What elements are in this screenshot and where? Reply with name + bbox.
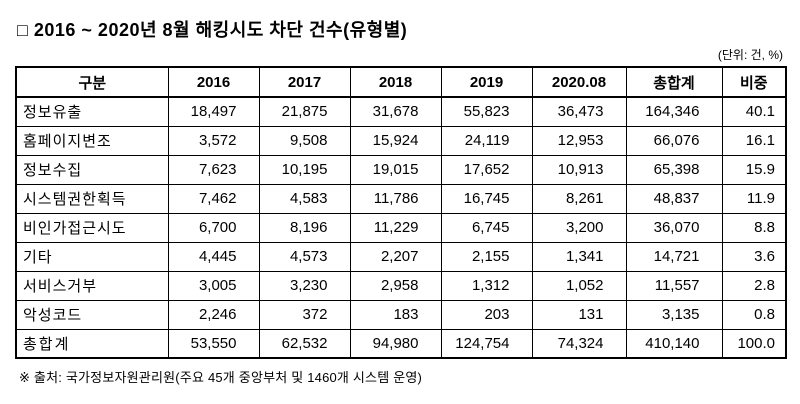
cell-value: 62,532 — [258, 328, 351, 359]
cell-value: 2,207 — [349, 241, 442, 272]
cell-value: 8,261 — [531, 183, 627, 214]
table-row: 정보유출 18,497 21,875 31,678 55,823 36,473 164,34… — [15, 96, 787, 127]
row-label: 시스템권한획득 — [15, 183, 169, 214]
cell-value: 124,754 — [440, 328, 533, 359]
cell-value: 15.9 — [721, 154, 787, 185]
table-row: 서비스거부 3,005 3,230 2,958 1,312 1,052 11,557 2.8 — [15, 270, 787, 301]
cell-value: 183 — [349, 299, 442, 330]
cell-value: 53,550 — [167, 328, 260, 359]
cell-value: 16.1 — [721, 125, 787, 156]
cell-value: 2,958 — [349, 270, 442, 301]
cell-value: 14,721 — [625, 241, 723, 272]
row-label: 서비스거부 — [15, 270, 169, 301]
cell-value: 19,015 — [349, 154, 442, 185]
cell-value: 6,700 — [167, 212, 260, 243]
column-header: 2020.08 — [531, 66, 627, 98]
table-row: 정보수집 7,623 10,195 19,015 17,652 10,913 65,398 1… — [15, 154, 787, 185]
cell-value: 3,572 — [167, 125, 260, 156]
column-header: 2019 — [440, 66, 533, 98]
cell-value: 40.1 — [721, 96, 787, 127]
cell-value: 372 — [258, 299, 351, 330]
cell-value: 100.0 — [721, 328, 787, 359]
table-row: 악성코드 2,246 372 183 203 131 3,135 0.8 — [15, 299, 787, 330]
cell-value: 2.8 — [721, 270, 787, 301]
cell-value: 3,230 — [258, 270, 351, 301]
source-note: ※ 출처: 국가정보자원관리원(주요 45개 중앙부처 및 1460개 시스템 … — [19, 370, 423, 385]
cell-value: 66,076 — [625, 125, 723, 156]
column-header: 2017 — [258, 66, 351, 98]
header-row: 구분 2016 2017 2018 2019 2020.08 총합계 비중 — [15, 66, 787, 98]
column-header: 구분 — [15, 66, 169, 98]
cell-value: 3,200 — [531, 212, 627, 243]
cell-value: 7,462 — [167, 183, 260, 214]
document-page: □ 2016 ~ 2020년 8월 해킹시도 차단 건수(유형별) (단위: 건… — [15, 20, 787, 385]
column-header: 2018 — [349, 66, 442, 98]
table-row: 홈페이지변조 3,572 9,508 15,924 24,119 12,953 66,076… — [15, 125, 787, 156]
cell-value: 74,324 — [531, 328, 627, 359]
cell-value: 4,445 — [167, 241, 260, 272]
row-label: 총합계 — [15, 328, 169, 359]
stats-table: 구분 2016 2017 2018 2019 2020.08 총합계 비중 정보유출 18,49… — [15, 66, 787, 359]
row-label: 악성코드 — [15, 299, 169, 330]
cell-value: 48,837 — [625, 183, 723, 214]
cell-value: 410,140 — [625, 328, 723, 359]
cell-value: 10,195 — [258, 154, 351, 185]
cell-value: 0.8 — [721, 299, 787, 330]
cell-value: 11,786 — [349, 183, 442, 214]
cell-value: 24,119 — [440, 125, 533, 156]
page-title: □ 2016 ~ 2020년 8월 해킹시도 차단 건수(유형별) — [17, 20, 408, 40]
cell-value: 164,346 — [625, 96, 723, 127]
cell-value: 16,745 — [440, 183, 533, 214]
cell-value: 2,246 — [167, 299, 260, 330]
column-header: 비중 — [721, 66, 787, 98]
cell-value: 65,398 — [625, 154, 723, 185]
cell-value: 7,623 — [167, 154, 260, 185]
cell-value: 31,678 — [349, 96, 442, 127]
cell-value: 8,196 — [258, 212, 351, 243]
cell-value: 12,953 — [531, 125, 627, 156]
cell-value: 9,508 — [258, 125, 351, 156]
row-label: 비인가접근시도 — [15, 212, 169, 243]
column-header: 총합계 — [625, 66, 723, 98]
cell-value: 1,341 — [531, 241, 627, 272]
cell-value: 11,229 — [349, 212, 442, 243]
cell-value: 11,557 — [625, 270, 723, 301]
row-label: 기타 — [15, 241, 169, 272]
cell-value: 36,473 — [531, 96, 627, 127]
cell-value: 4,583 — [258, 183, 351, 214]
column-header: 2016 — [167, 66, 260, 98]
cell-value: 94,980 — [349, 328, 442, 359]
table-body: 정보유출 18,497 21,875 31,678 55,823 36,473 164,34… — [15, 96, 787, 359]
cell-value: 3,005 — [167, 270, 260, 301]
cell-value: 6,745 — [440, 212, 533, 243]
cell-value: 131 — [531, 299, 627, 330]
cell-value: 2,155 — [440, 241, 533, 272]
cell-value: 3,135 — [625, 299, 723, 330]
cell-value: 55,823 — [440, 96, 533, 127]
cell-value: 10,913 — [531, 154, 627, 185]
cell-value: 17,652 — [440, 154, 533, 185]
total-row: 총합계 53,550 62,532 94,980 124,754 74,324 410,14… — [15, 328, 787, 359]
cell-value: 18,497 — [167, 96, 260, 127]
cell-value: 1,052 — [531, 270, 627, 301]
row-label: 정보유출 — [15, 96, 169, 127]
table-row: 시스템권한획득 7,462 4,583 11,786 16,745 8,261 48,837… — [15, 183, 787, 214]
row-label: 정보수집 — [15, 154, 169, 185]
row-label: 홈페이지변조 — [15, 125, 169, 156]
table-row: 기타 4,445 4,573 2,207 2,155 1,341 14,721 3.6 — [15, 241, 787, 272]
cell-value: 8.8 — [721, 212, 787, 243]
cell-value: 1,312 — [440, 270, 533, 301]
cell-value: 15,924 — [349, 125, 442, 156]
cell-value: 203 — [440, 299, 533, 330]
cell-value: 4,573 — [258, 241, 351, 272]
cell-value: 36,070 — [625, 212, 723, 243]
table-row: 비인가접근시도 6,700 8,196 11,229 6,745 3,200 36,070 8… — [15, 212, 787, 243]
cell-value: 11.9 — [721, 183, 787, 214]
cell-value: 21,875 — [258, 96, 351, 127]
unit-note: (단위: 건, %) — [717, 48, 783, 62]
cell-value: 3.6 — [721, 241, 787, 272]
